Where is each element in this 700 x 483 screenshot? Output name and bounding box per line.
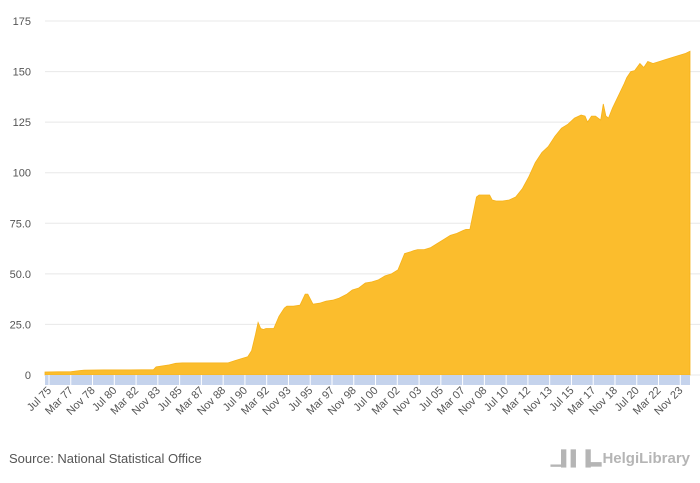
helgi-library-logo: ▁▌▌▐▂ HelgiLibrary <box>550 449 691 468</box>
grid-lines <box>45 20 700 376</box>
logo-text: HelgiLibrary <box>602 449 690 467</box>
y-tick-label: 25.0 <box>10 319 31 331</box>
y-tick-label: 100 <box>13 168 31 180</box>
y-tick-label: 0 <box>25 370 31 382</box>
source-note: Source: National Statistical Office <box>9 451 202 466</box>
y-tick-label: 75.0 <box>10 218 31 230</box>
x-axis-band <box>45 375 690 385</box>
y-axis: 0 25.0 50.0 75.0 100 125 150 175 <box>10 16 31 382</box>
series-area-fill <box>44 50 691 376</box>
y-tick-label: 50.0 <box>10 269 31 281</box>
chart: Jul 75 Mar 77 Nov 78 Jul 80 Mar 82 Nov 83 Jul … <box>10 16 700 418</box>
series-area <box>44 50 691 376</box>
helgi-library-shelf-icon: ▁▌▌▐▂ <box>550 450 602 467</box>
y-tick-label: 175 <box>13 16 31 28</box>
y-tick-label: 125 <box>13 117 31 129</box>
y-tick-label: 150 <box>13 67 31 79</box>
